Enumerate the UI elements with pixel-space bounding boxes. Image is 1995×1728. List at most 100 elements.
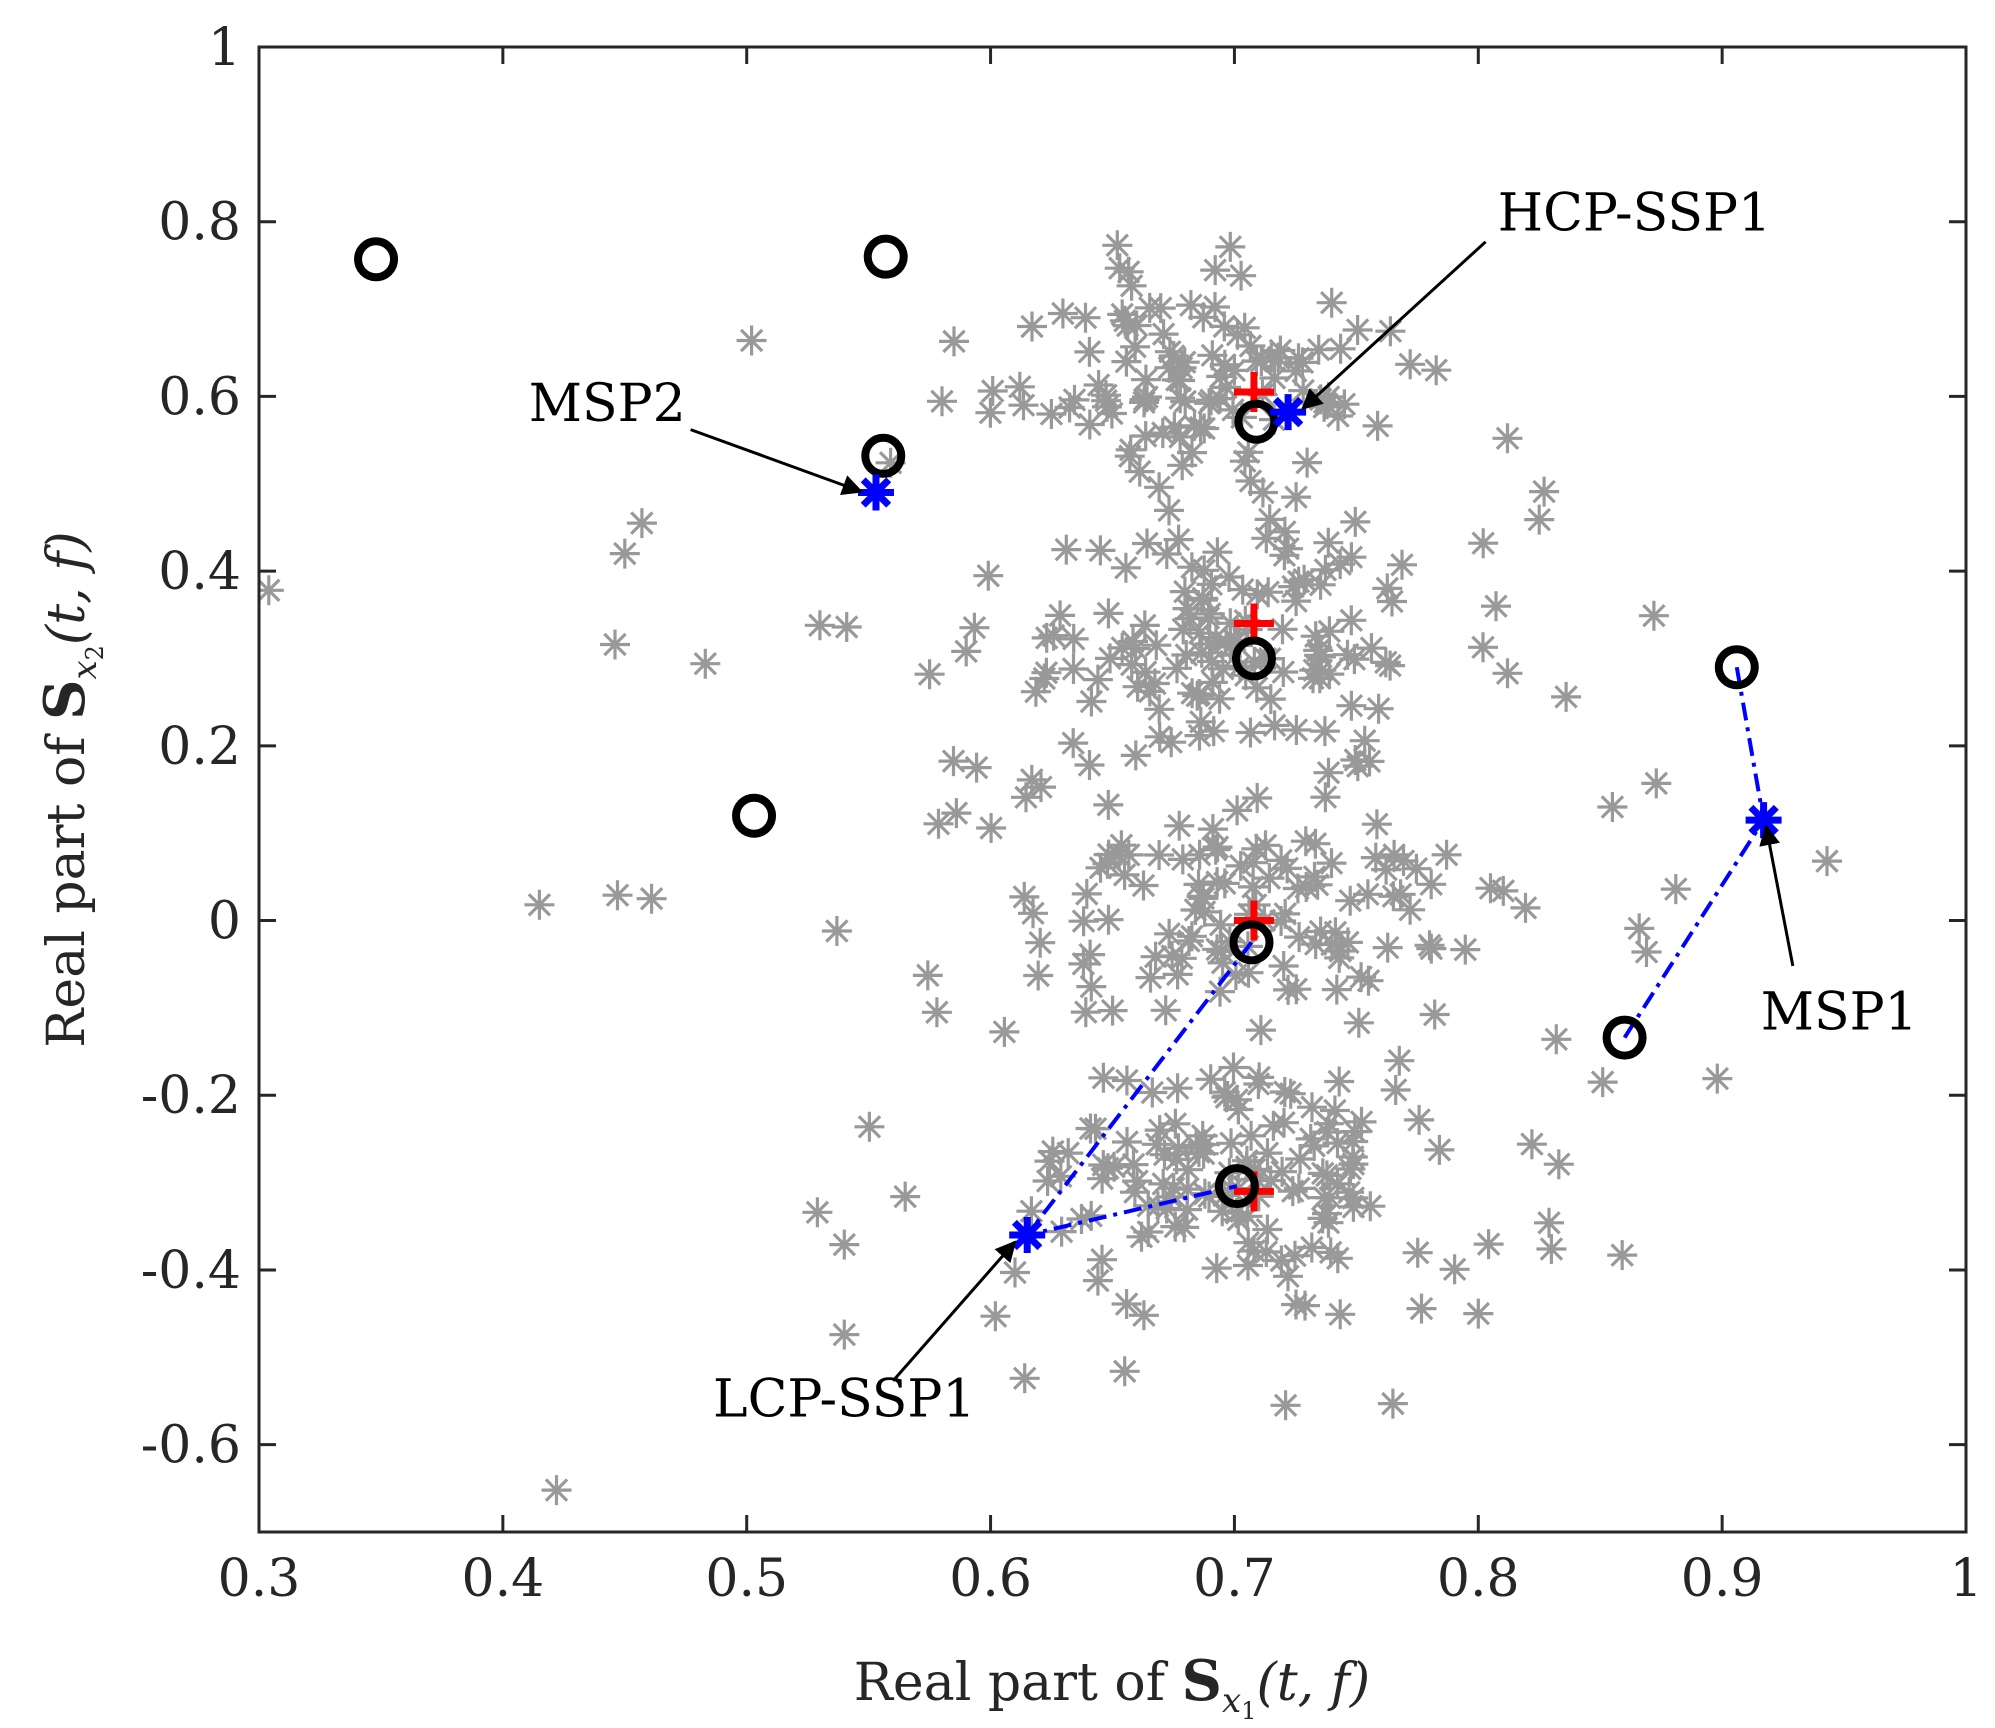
tf-point xyxy=(1215,608,1246,639)
tf-point xyxy=(1110,552,1141,583)
tf-point xyxy=(890,1181,921,1212)
tf-point xyxy=(1259,363,1290,393)
tf-point xyxy=(1338,1183,1369,1213)
tf-point xyxy=(1229,312,1260,343)
tf-point xyxy=(1197,340,1228,371)
tf-point xyxy=(1195,1064,1226,1095)
y-tick-label: -0.2 xyxy=(141,1066,241,1126)
tf-point xyxy=(1325,333,1356,364)
tf-point xyxy=(1349,725,1380,756)
tf-point xyxy=(1095,643,1125,674)
tf-point xyxy=(1122,671,1153,702)
tf-point xyxy=(1336,542,1367,573)
tf-point xyxy=(1163,1133,1194,1164)
annotation-label: LCP-SSP1 xyxy=(713,1370,975,1430)
tf-point xyxy=(1026,772,1056,803)
tf-point xyxy=(1631,937,1662,967)
tf-point xyxy=(1315,1237,1346,1268)
tf-point xyxy=(1236,1120,1267,1151)
tf-point xyxy=(1450,934,1481,965)
tf-point xyxy=(1660,874,1691,905)
tf-point xyxy=(1235,331,1266,361)
tf-point xyxy=(259,575,284,606)
tf-point xyxy=(1281,586,1312,617)
tf-point xyxy=(1076,686,1107,717)
y-axis-label-args: (t, f) xyxy=(37,531,97,645)
tf-point xyxy=(1134,292,1165,323)
tf-point xyxy=(1263,342,1294,373)
x-tick-label: 0.7 xyxy=(1193,1549,1276,1609)
tf-point xyxy=(1104,253,1135,284)
tf-point xyxy=(1597,792,1628,822)
tf-point xyxy=(1335,885,1366,916)
tf-point xyxy=(1201,1253,1232,1284)
tf-point xyxy=(1074,336,1105,367)
tf-point xyxy=(1342,751,1373,782)
tf-point xyxy=(1071,878,1102,909)
y-axis-label-subscript-index: 2 xyxy=(81,645,109,660)
tf-point xyxy=(1269,1107,1299,1138)
tf-point xyxy=(1124,456,1155,487)
tf-point xyxy=(1223,1204,1254,1235)
tf-point xyxy=(1093,598,1124,629)
annotation-label: MSP1 xyxy=(1761,983,1918,1043)
tf-point xyxy=(1283,1173,1314,1204)
tf-point xyxy=(1177,437,1207,468)
tf-point xyxy=(1267,614,1298,645)
tf-point xyxy=(1093,789,1124,820)
tf-point xyxy=(1157,941,1188,971)
tf-point xyxy=(1253,577,1284,608)
tf-point xyxy=(1812,846,1842,877)
tf-point xyxy=(1154,336,1185,367)
tf-point xyxy=(1638,600,1669,631)
tf-point xyxy=(1076,1200,1107,1231)
x-tick-label: 0.8 xyxy=(1437,1549,1520,1609)
tf-point xyxy=(1151,1193,1182,1224)
y-axis-label-prefix: Real part of xyxy=(37,720,97,1048)
selected-point-marker xyxy=(1009,1217,1046,1253)
tf-point xyxy=(1492,423,1523,454)
x-axis-label-subscript-index: 1 xyxy=(1241,1697,1256,1725)
tf-point xyxy=(1109,859,1140,890)
tf-point xyxy=(1202,867,1233,898)
tf-point xyxy=(875,447,906,478)
tf-point xyxy=(1214,562,1244,592)
candidate-point-marker xyxy=(354,237,399,282)
tf-point xyxy=(1144,472,1175,503)
tf-point xyxy=(1031,622,1062,653)
tf-point xyxy=(1529,476,1560,507)
tf-point xyxy=(1342,315,1373,345)
tf-point xyxy=(1241,833,1272,864)
tf-point xyxy=(961,752,992,783)
tf-point xyxy=(1290,1290,1320,1321)
tf-point xyxy=(1128,1300,1159,1331)
tf-point xyxy=(1624,913,1655,944)
tf-point xyxy=(1516,1129,1547,1160)
tf-point xyxy=(938,746,969,777)
tf-point xyxy=(1120,331,1151,362)
tf-point xyxy=(1273,1261,1303,1292)
tf-point xyxy=(1004,371,1035,402)
tf-point xyxy=(1541,1024,1572,1055)
tf-point xyxy=(1132,528,1162,559)
tf-point xyxy=(1112,1127,1142,1157)
tf-point xyxy=(1008,390,1039,421)
tf-point xyxy=(1009,1363,1040,1394)
tf-point xyxy=(1246,346,1277,376)
tf-point xyxy=(1439,1254,1470,1285)
tf-point xyxy=(1166,943,1197,974)
tf-point xyxy=(1165,421,1196,452)
tf-point xyxy=(1338,1126,1369,1157)
tf-point xyxy=(1289,564,1320,595)
tf-point xyxy=(1355,1191,1386,1222)
tf-point xyxy=(1068,948,1099,979)
tf-point xyxy=(1163,524,1194,555)
tf-point xyxy=(1239,1235,1269,1266)
tf-point xyxy=(1116,649,1147,680)
tf-point xyxy=(941,798,972,829)
tf-point xyxy=(1283,566,1314,597)
tf-point xyxy=(1416,869,1447,900)
tf-point xyxy=(1510,892,1541,923)
